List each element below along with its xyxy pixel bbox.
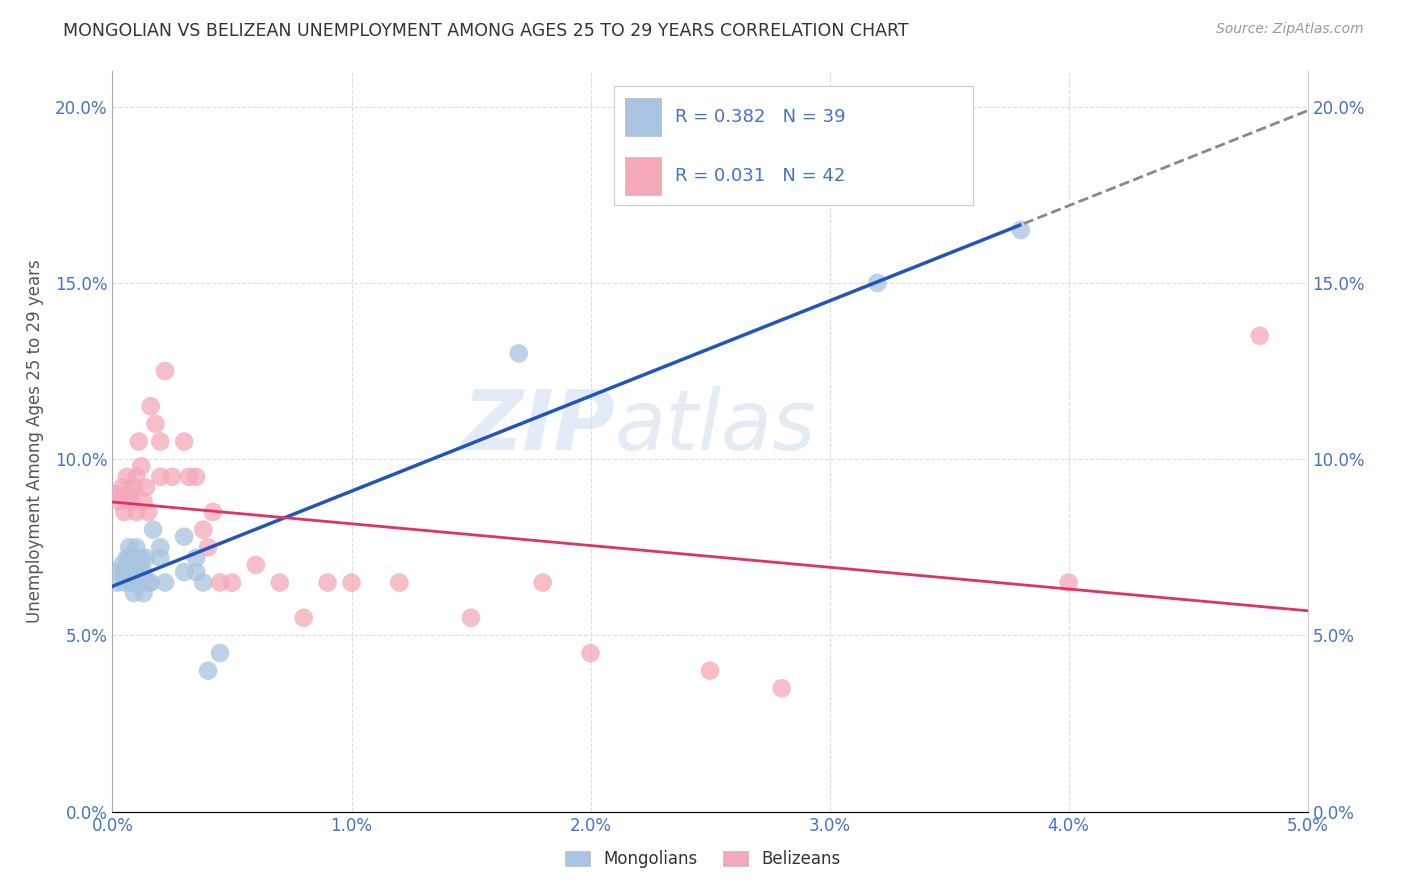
Point — [129, 459, 152, 474]
Point — [177, 470, 200, 484]
Point — [139, 399, 162, 413]
Point — [173, 434, 195, 449]
Point — [197, 664, 219, 678]
Point — [121, 494, 143, 508]
Point — [201, 505, 224, 519]
Point — [132, 565, 155, 579]
Point — [121, 575, 143, 590]
Point — [122, 575, 145, 590]
Point — [108, 565, 131, 579]
Point — [186, 470, 208, 484]
Point — [118, 487, 141, 501]
Point — [245, 558, 267, 572]
Point — [292, 611, 315, 625]
Point — [145, 417, 167, 431]
Point — [122, 586, 145, 600]
Text: ZIP: ZIP — [461, 386, 614, 467]
Point — [118, 550, 141, 565]
Point — [186, 550, 208, 565]
Point — [135, 550, 157, 565]
Point — [770, 681, 793, 696]
Point — [114, 565, 135, 579]
Point — [105, 575, 128, 590]
Point — [162, 470, 183, 484]
Point — [316, 575, 339, 590]
Point — [173, 530, 195, 544]
Point — [193, 523, 215, 537]
Point — [699, 664, 721, 678]
Point — [531, 575, 554, 590]
Point — [125, 505, 148, 519]
Legend: Mongolians, Belizeans: Mongolians, Belizeans — [558, 844, 848, 875]
Point — [149, 434, 172, 449]
Point — [340, 575, 363, 590]
Point — [128, 434, 150, 449]
Point — [114, 575, 135, 590]
Point — [125, 565, 148, 579]
Point — [388, 575, 411, 590]
Point — [125, 470, 148, 484]
Point — [118, 541, 141, 555]
Point — [115, 565, 138, 579]
Point — [173, 565, 195, 579]
Point — [149, 541, 172, 555]
Point — [269, 575, 291, 590]
Point — [197, 541, 219, 555]
Point — [209, 646, 232, 660]
Text: atlas: atlas — [614, 386, 815, 467]
Point — [1057, 575, 1080, 590]
Point — [129, 550, 152, 565]
Point — [115, 550, 138, 565]
Point — [118, 565, 141, 579]
Point — [121, 558, 143, 572]
Point — [139, 575, 162, 590]
Point — [866, 276, 889, 290]
Point — [460, 611, 482, 625]
Point — [153, 364, 176, 378]
Point — [209, 575, 232, 590]
Point — [138, 505, 160, 519]
Point — [149, 470, 172, 484]
Point — [129, 565, 152, 579]
Point — [108, 494, 131, 508]
Y-axis label: Unemployment Among Ages 25 to 29 years: Unemployment Among Ages 25 to 29 years — [25, 260, 44, 624]
Point — [135, 480, 157, 494]
Point — [115, 470, 138, 484]
Point — [125, 541, 148, 555]
Point — [1010, 223, 1032, 237]
Point — [111, 480, 134, 494]
Point — [142, 523, 165, 537]
Point — [114, 505, 135, 519]
Point — [132, 586, 155, 600]
Text: Source: ZipAtlas.com: Source: ZipAtlas.com — [1216, 22, 1364, 37]
Point — [579, 646, 602, 660]
Point — [153, 575, 176, 590]
Point — [125, 575, 148, 590]
Point — [138, 575, 160, 590]
Point — [105, 487, 128, 501]
Point — [186, 565, 208, 579]
Point — [122, 480, 145, 494]
Point — [221, 575, 243, 590]
Point — [132, 494, 155, 508]
Point — [125, 550, 148, 565]
Point — [111, 558, 134, 572]
Text: MONGOLIAN VS BELIZEAN UNEMPLOYMENT AMONG AGES 25 TO 29 YEARS CORRELATION CHART: MONGOLIAN VS BELIZEAN UNEMPLOYMENT AMONG… — [63, 22, 908, 40]
Point — [1249, 328, 1271, 343]
Point — [193, 575, 215, 590]
Point — [508, 346, 530, 360]
Point — [149, 550, 172, 565]
